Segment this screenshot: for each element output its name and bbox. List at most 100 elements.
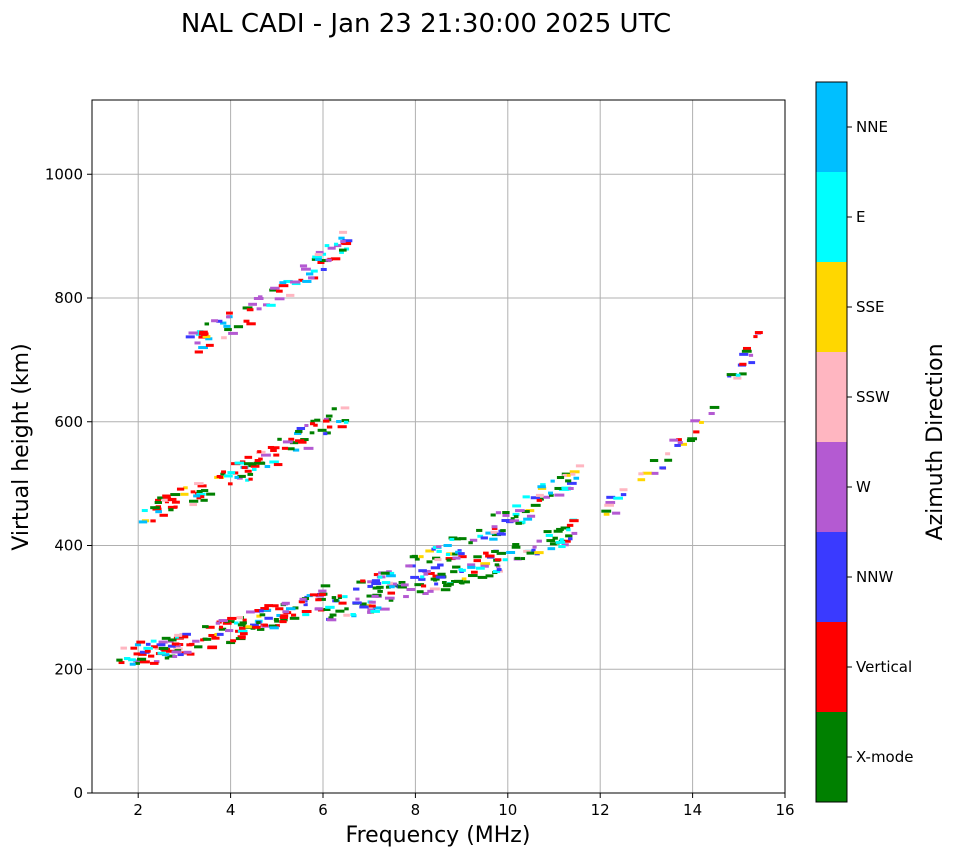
- echo-point: [525, 509, 535, 513]
- echo-point: [211, 636, 220, 640]
- echo-point: [220, 321, 227, 325]
- echo-point: [236, 476, 243, 480]
- echo-point: [208, 633, 217, 637]
- echo-point: [548, 491, 554, 495]
- echo-point: [398, 580, 406, 584]
- colorbar-label: E: [856, 208, 865, 226]
- echo-point: [446, 558, 452, 562]
- echo-point: [460, 568, 466, 572]
- echo-point: [418, 555, 424, 559]
- echo-point: [194, 350, 203, 354]
- echo-point: [458, 568, 463, 572]
- echo-point: [317, 260, 325, 264]
- echo-point: [350, 613, 356, 617]
- echo-point: [613, 496, 623, 500]
- echo-point: [325, 605, 335, 609]
- echo-point: [236, 615, 244, 619]
- echo-point: [276, 289, 283, 293]
- echo-point: [256, 307, 262, 311]
- echo-point: [733, 376, 742, 380]
- echo-point: [502, 558, 508, 562]
- echo-point: [569, 519, 579, 523]
- echo-point: [196, 492, 206, 496]
- echo-point: [270, 286, 280, 290]
- echo-point: [282, 440, 293, 444]
- echo-point: [371, 579, 381, 583]
- echo-point: [333, 242, 339, 246]
- echo-point: [443, 544, 452, 548]
- echo-point: [433, 578, 438, 582]
- echo-point: [164, 656, 170, 660]
- echo-point: [547, 547, 556, 551]
- echo-point: [475, 566, 485, 570]
- echo-point: [211, 319, 219, 323]
- echo-point: [244, 469, 252, 473]
- echo-point: [155, 498, 162, 502]
- x-axis-ticks: 2 4 6 8 10 12 14 16: [133, 793, 795, 819]
- echo-point: [676, 438, 682, 442]
- echo-point: [302, 279, 312, 283]
- echo-point: [225, 629, 234, 633]
- echo-point: [318, 589, 327, 593]
- echo-point: [174, 633, 183, 637]
- echo-point: [426, 571, 435, 575]
- echo-point: [283, 279, 293, 283]
- echo-point: [339, 230, 348, 234]
- echo-point: [319, 593, 326, 597]
- echo-point: [205, 343, 214, 347]
- echo-point: [258, 457, 263, 461]
- echo-point: [612, 511, 621, 515]
- echo-point: [540, 483, 546, 487]
- echo-point: [477, 534, 484, 538]
- echo-point: [512, 543, 520, 547]
- echo-point: [170, 493, 181, 497]
- echo-point: [138, 652, 147, 656]
- echo-point: [554, 486, 562, 490]
- echo-point: [323, 607, 331, 611]
- echo-point: [315, 598, 322, 602]
- echo-point: [389, 585, 395, 589]
- echo-point: [262, 623, 269, 627]
- echo-point: [537, 485, 546, 489]
- echo-point: [298, 278, 304, 282]
- echo-point: [457, 549, 462, 553]
- echo-point: [273, 617, 279, 621]
- echo-point: [467, 574, 478, 578]
- echo-point: [282, 610, 290, 614]
- echo-point: [565, 479, 572, 483]
- echo-point: [485, 531, 495, 535]
- echo-point: [275, 607, 284, 611]
- echo-point: [314, 253, 323, 257]
- echo-point: [200, 498, 208, 502]
- echo-point: [258, 295, 263, 299]
- echo-point: [337, 595, 342, 599]
- echo-point: [742, 346, 752, 350]
- echo-point: [445, 552, 451, 556]
- echo-point: [709, 405, 720, 409]
- echo-point: [330, 257, 341, 261]
- echo-point: [301, 609, 312, 613]
- echo-point: [326, 618, 337, 622]
- echo-point: [150, 506, 160, 510]
- echo-point: [420, 575, 425, 579]
- echo-point: [690, 419, 701, 423]
- echo-point: [257, 450, 262, 454]
- echo-point: [138, 520, 148, 524]
- colorbar-title: Azimuth Direction: [923, 343, 948, 540]
- echo-point: [739, 352, 749, 356]
- echo-point: [234, 475, 239, 479]
- echo-point: [308, 276, 315, 280]
- echo-point: [266, 303, 276, 307]
- echo-point: [502, 511, 510, 515]
- echo-point: [445, 557, 456, 561]
- echo-point: [120, 646, 127, 650]
- echo-point: [183, 650, 192, 654]
- echo-point: [161, 648, 167, 652]
- echo-point: [171, 500, 180, 504]
- echo-point: [575, 464, 585, 468]
- echo-point: [239, 636, 246, 640]
- echo-point: [202, 625, 209, 629]
- echo-point: [360, 579, 366, 583]
- echo-point: [264, 616, 273, 620]
